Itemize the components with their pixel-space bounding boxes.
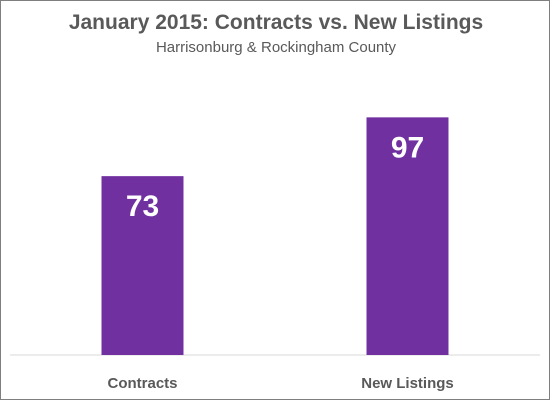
- data-label-new-listings: 97: [391, 131, 424, 164]
- category-label-new-listings: New Listings: [361, 375, 454, 392]
- labels-layer: 73 Contracts 97 New Listings: [107, 131, 453, 392]
- bars-layer: [101, 117, 449, 355]
- category-label-contracts: Contracts: [107, 375, 177, 392]
- data-label-contracts: 73: [126, 190, 159, 223]
- chart-subtitle: Harrisonburg & Rockingham County: [155, 39, 397, 56]
- chart-title: January 2015: Contracts vs. New Listings: [68, 11, 484, 34]
- bar-contracts: [101, 176, 184, 355]
- bar-new-listings: [366, 117, 449, 355]
